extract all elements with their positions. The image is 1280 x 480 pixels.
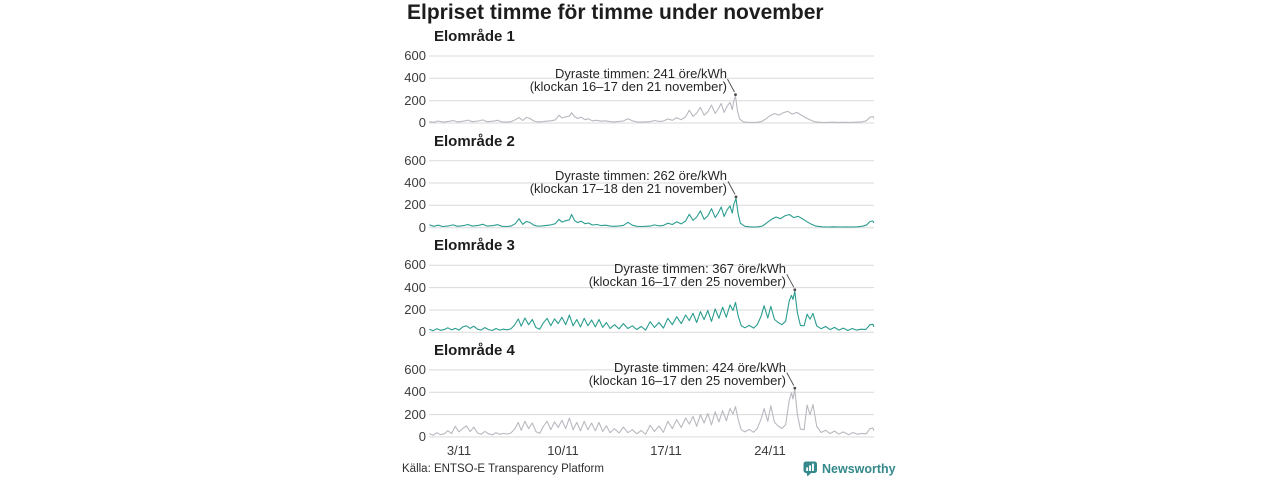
y-tick-label: 200 — [404, 93, 426, 108]
y-tick-label: 0 — [418, 115, 426, 130]
annotation-line2: (klockan 17–18 den 21 november) — [529, 181, 727, 196]
y-tick-label: 400 — [404, 384, 426, 399]
x-tick-label: 3/11 — [446, 443, 472, 458]
y-tick-label: 400 — [404, 70, 426, 85]
y-tick-label: 0 — [418, 324, 426, 339]
annotation-label-area-1: Dyraste timmen: 241 öre/kWh (klockan 16–1… — [530, 67, 727, 93]
y-tick-label: 200 — [404, 407, 426, 422]
newsworthy-logo: Newsworthy — [803, 461, 896, 477]
subplot-title-area-1: Elområde 1 — [434, 28, 515, 45]
annotation-leader-line — [786, 274, 795, 288]
price-line-area-4 — [429, 389, 875, 436]
annotation-line1: Dyraste timmen: 262 öre/kWh — [555, 168, 727, 183]
annotation-line2: (klockan 16–17 den 21 november) — [529, 79, 727, 94]
y-tick-label: 600 — [404, 362, 426, 377]
y-tick-label: 600 — [404, 153, 426, 168]
x-tick-label: 17/11 — [650, 443, 682, 458]
price-line-area-1 — [429, 95, 875, 123]
annotation-label-area-2: Dyraste timmen: 262 öre/kWh (klockan 17–1… — [530, 169, 727, 195]
price-line-area-3 — [429, 290, 875, 332]
annotation-line2: (klockan 16–17 den 25 november) — [588, 274, 786, 289]
subplot-title-area-4: Elområde 4 — [434, 342, 515, 359]
annotation-label-area-4: Dyraste timmen: 424 öre/kWh (klockan 16–1… — [589, 361, 786, 387]
annotation-leader-line — [727, 78, 735, 93]
annotation-leader-line — [727, 181, 736, 195]
y-tick-label: 200 — [404, 302, 426, 317]
annotation-label-area-3: Dyraste timmen: 367 öre/kWh (klockan 16–1… — [589, 262, 786, 288]
gridlines — [429, 55, 874, 124]
newsworthy-logo-text: Newsworthy — [822, 462, 896, 476]
price-line-area-2 — [429, 197, 875, 228]
newsworthy-chart-bubble-icon — [803, 461, 817, 477]
peak-marker-dot — [793, 288, 797, 292]
y-tick-label: 0 — [418, 429, 426, 444]
x-tick-label: 24/11 — [754, 443, 786, 458]
annotation-leader-line — [786, 372, 795, 386]
y-tick-label: 200 — [404, 197, 426, 212]
peak-marker-dot — [734, 93, 737, 96]
annotation-line1: Dyraste timmen: 424 öre/kWh — [614, 360, 786, 375]
gridlines — [429, 160, 874, 229]
gridlines — [429, 264, 874, 333]
page-title: Elpriset timme för timme under november — [407, 1, 824, 24]
source-credit: Källa: ENTSO-E Transparency Platform — [402, 463, 604, 475]
subplot-title-area-3: Elområde 3 — [434, 237, 515, 254]
gridlines — [429, 369, 874, 438]
peak-marker-dot — [793, 386, 797, 390]
x-tick-label: 10/11 — [547, 443, 579, 458]
annotation-line2: (klockan 16–17 den 25 november) — [588, 373, 786, 388]
y-tick-label: 600 — [404, 48, 426, 63]
y-tick-label: 0 — [418, 220, 426, 235]
subplot-title-area-2: Elområde 2 — [434, 133, 515, 150]
y-tick-label: 400 — [404, 175, 426, 190]
y-tick-label: 400 — [404, 280, 426, 295]
annotation-line1: Dyraste timmen: 241 öre/kWh — [555, 66, 727, 81]
annotation-line1: Dyraste timmen: 367 öre/kWh — [614, 261, 786, 276]
y-tick-label: 600 — [404, 257, 426, 272]
peak-marker-dot — [734, 195, 738, 199]
